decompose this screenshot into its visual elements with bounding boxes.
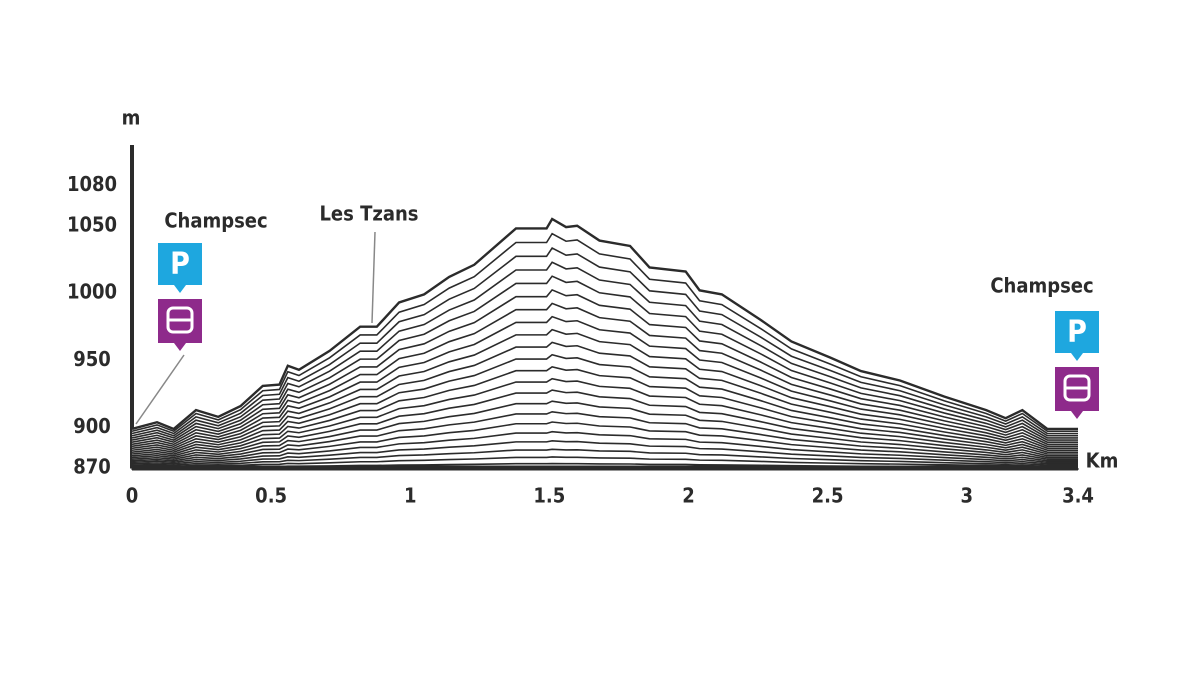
contour-stripe: [131, 430, 1078, 464]
contour-stripe: [131, 377, 1078, 455]
y-tick-label: 1050: [67, 212, 117, 236]
leader-line: [371, 231, 376, 324]
y-tick-label: 1080: [67, 172, 117, 196]
x-tick-label: 0: [126, 484, 139, 508]
parking-icon: [1055, 311, 1099, 361]
contour-stripe: [131, 302, 1078, 444]
x-tick-label: 2.5: [812, 484, 844, 508]
annotation: Les Tzans: [319, 202, 418, 226]
y-tick-label: 1000: [67, 280, 117, 304]
x-tick-label: 3.4: [1062, 484, 1094, 508]
contour-stripe: [131, 232, 1078, 433]
contour-stripe: [131, 410, 1078, 460]
contour-stripe: [131, 353, 1078, 452]
x-tick-label: 0.5: [255, 484, 287, 508]
contour-stripe: [131, 261, 1078, 437]
x-tick-label: 1.5: [533, 484, 565, 508]
x-tick-label: 2: [682, 484, 695, 508]
contour-stripe: [131, 275, 1078, 439]
parking-icon: [158, 243, 202, 293]
contour-stripe: [131, 366, 1078, 453]
contour-stripe: [131, 328, 1078, 448]
x-tick-label: 3: [960, 484, 973, 508]
contour-stripe: [131, 456, 1078, 468]
x-tick-label: 1: [404, 484, 417, 508]
x-axis-label: Km: [1086, 449, 1119, 473]
contour-stripe: [131, 400, 1078, 459]
profile-fill: [132, 219, 1078, 468]
contour-stripe: [131, 448, 1078, 466]
annotation: Champsec: [990, 274, 1093, 298]
contour-stripe: [131, 421, 1078, 462]
y-tick-label: 950: [73, 347, 111, 371]
y-tick-label: 870: [73, 455, 111, 479]
contour-stripe: [131, 246, 1078, 435]
y-axis-label: m: [122, 106, 141, 130]
parking-symbol: P: [170, 247, 190, 282]
leader-line: [135, 354, 185, 425]
y-tick-label: 900: [73, 414, 111, 438]
contour-stripe: [131, 440, 1078, 465]
profile-line: [131, 217, 1078, 431]
contour-stripe: [131, 315, 1078, 446]
contour-stripe: [131, 288, 1078, 441]
parking-symbol: P: [1067, 315, 1087, 350]
annotation: Champsec: [164, 209, 267, 233]
contour-stripe: [131, 389, 1078, 457]
contour-stripe: [131, 341, 1078, 450]
